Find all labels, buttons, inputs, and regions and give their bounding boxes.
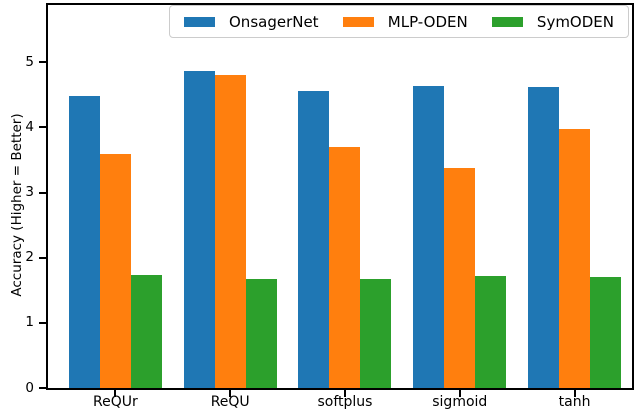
- bar-MLP-ODEN-ReQUr: [99, 154, 131, 388]
- y-tick-mark: [39, 387, 46, 389]
- x-tick-label-sigmoid: sigmoid: [432, 394, 488, 410]
- x-tick-mark: [573, 390, 576, 397]
- bar-group-ReQU: [173, 5, 288, 397]
- legend-swatch-icon: [342, 16, 374, 27]
- legend-label: MLP-ODEN: [387, 12, 468, 31]
- y-tick-label: 0: [25, 379, 34, 396]
- bar-group-tanh: [517, 5, 632, 397]
- legend-swatch-icon: [184, 16, 215, 27]
- legend-label: SymODEN: [536, 12, 614, 31]
- bar-OnsagerNet-sigmoid: [413, 86, 445, 388]
- y-tick-mark: [39, 61, 46, 64]
- y-tick-label: 2: [25, 248, 34, 265]
- x-tick-mark: [114, 390, 117, 397]
- bar-OnsagerNet-softplus: [298, 90, 330, 388]
- bar-OnsagerNet-ReQUr: [68, 95, 100, 388]
- y-tick-label: 5: [25, 53, 34, 70]
- bar-MLP-ODEN-ReQU: [214, 74, 246, 388]
- y-axis-label: Accuracy (Higher = Better): [9, 113, 25, 297]
- y-tick-label: 1: [25, 314, 34, 331]
- bar-group-sigmoid: [402, 5, 517, 397]
- y-tick-mark: [39, 191, 46, 194]
- legend-entry-SymODEN: SymODEN: [491, 12, 614, 31]
- bar-OnsagerNet-tanh: [528, 87, 560, 388]
- x-tick-label-tanh: tanh: [558, 394, 591, 410]
- x-tick-mark: [343, 390, 346, 397]
- plot-area: 0 1 2 3 4 5: [25, 3, 634, 397]
- bar-groups: [48, 5, 632, 397]
- y-tick-label: 3: [25, 183, 34, 200]
- bar-SymODEN-softplus: [360, 278, 392, 388]
- legend: OnsagerNet MLP-ODEN SymODEN: [169, 5, 629, 38]
- bar-SymODEN-ReQU: [245, 279, 277, 388]
- y-tick-mark: [39, 256, 46, 259]
- bar-SymODEN-sigmoid: [475, 275, 507, 388]
- legend-entry-OnsagerNet: OnsagerNet: [184, 13, 319, 31]
- legend-entry-MLP-ODEN: MLP-ODEN: [342, 12, 468, 31]
- bar-group-ReQUr: [58, 5, 173, 397]
- bar-MLP-ODEN-sigmoid: [444, 167, 476, 388]
- legend-swatch-icon: [491, 16, 523, 27]
- x-axis-labels: ReQUr ReQU softplus sigmoid tanh: [58, 394, 632, 410]
- y-tick-label: 4: [25, 118, 34, 135]
- bar-OnsagerNet-ReQU: [183, 71, 215, 388]
- bar-SymODEN-ReQUr: [130, 274, 162, 388]
- bar-MLP-ODEN-softplus: [329, 147, 361, 388]
- bar-MLP-ODEN-tanh: [559, 128, 591, 388]
- y-tick-mark: [39, 126, 46, 129]
- y-axis-ticks: 0 1 2 3 4 5: [25, 5, 632, 394]
- x-tick-mark: [229, 390, 232, 397]
- x-tick-label-softplus: softplus: [317, 394, 373, 410]
- x-tick-label-ReQUr: ReQUr: [93, 394, 138, 410]
- x-tick-label-ReQU: ReQU: [210, 394, 250, 410]
- bar-group-softplus: [288, 5, 403, 397]
- y-tick-mark: [39, 321, 46, 324]
- x-tick-mark: [458, 390, 461, 397]
- legend-label: OnsagerNet: [229, 12, 319, 31]
- bar-SymODEN-tanh: [590, 276, 622, 388]
